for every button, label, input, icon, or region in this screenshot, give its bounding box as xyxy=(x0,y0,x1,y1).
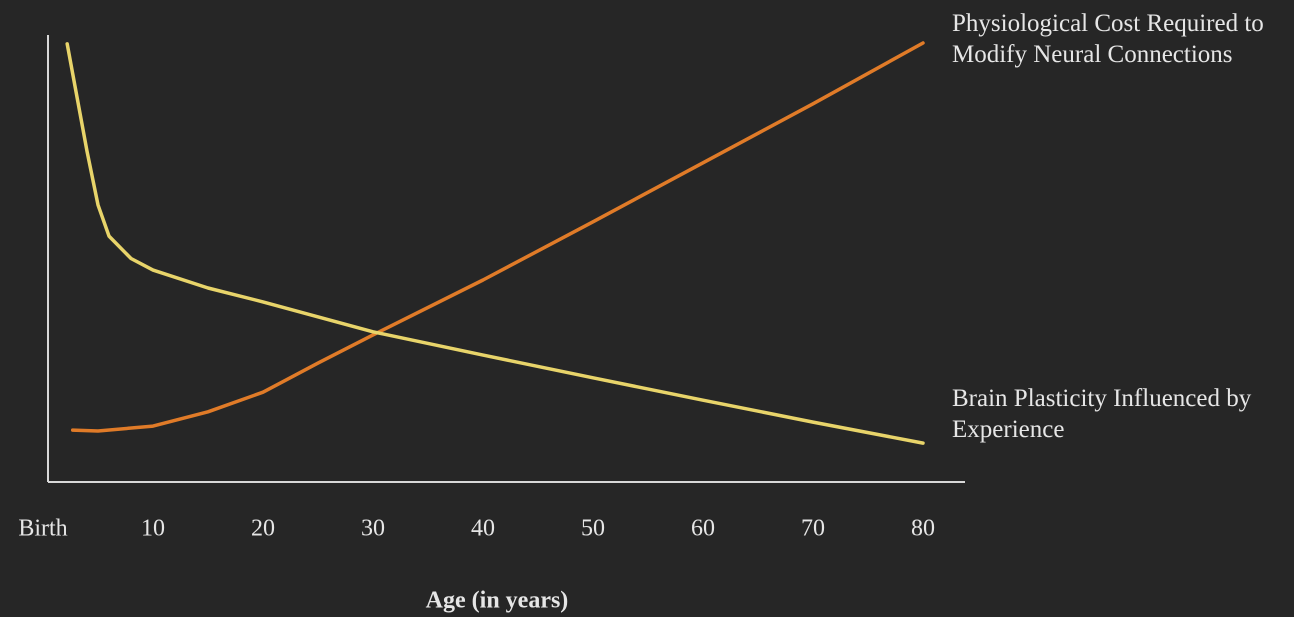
x-tick-label: 50 xyxy=(581,516,605,542)
x-tick-label: 20 xyxy=(251,516,275,542)
x-tick-label: 30 xyxy=(361,516,385,542)
x-tick-label: 60 xyxy=(691,516,715,542)
x-tick-label: 80 xyxy=(911,516,935,542)
x-tick-label: Birth xyxy=(18,516,67,542)
x-axis-label: Age (in years) xyxy=(426,588,569,614)
x-tick-label: 40 xyxy=(471,516,495,542)
series-line xyxy=(65,42,925,445)
x-tick-label: 10 xyxy=(141,516,165,542)
series-label: Physiological Cost Required to Modify Ne… xyxy=(952,10,1264,68)
series-line xyxy=(70,41,925,433)
series-label: Brain Plasticity Influenced by Experienc… xyxy=(952,385,1252,443)
x-tick-label: 70 xyxy=(801,516,825,542)
